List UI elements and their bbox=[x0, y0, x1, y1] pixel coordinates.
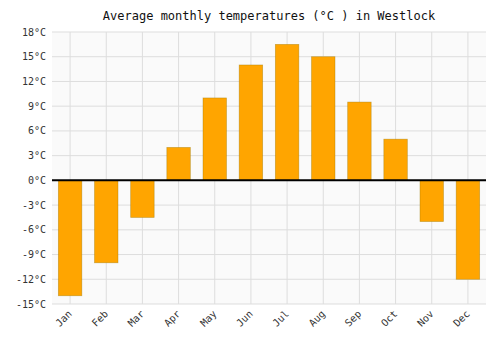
bar bbox=[94, 180, 118, 262]
plot-area bbox=[52, 32, 486, 304]
chart: -15°C -12°C -9°C -6°C -3°C 0°C 3°C 6°C 9°C 12°C 15… bbox=[0, 0, 500, 350]
x-tick-label: Oct bbox=[379, 308, 400, 329]
y-tick-label: 3°C bbox=[28, 150, 46, 161]
y-tick-label: 6°C bbox=[28, 125, 46, 136]
x-tick-label: Jan bbox=[53, 308, 74, 329]
bar bbox=[348, 102, 372, 180]
title: Average monthly temperatures (°C ) in We… bbox=[103, 9, 436, 23]
x-tick-label: May bbox=[198, 308, 219, 329]
x-tick-label: Feb bbox=[90, 308, 111, 329]
y-grid-line bbox=[52, 155, 486, 156]
bar bbox=[239, 65, 263, 180]
x-tick-label: Nov bbox=[415, 308, 436, 329]
y-grid-line bbox=[52, 180, 486, 181]
y-grid-line bbox=[52, 279, 486, 280]
x-tick-label: Apr bbox=[162, 308, 183, 329]
bar bbox=[131, 180, 155, 217]
y-tick-label: 18°C bbox=[22, 27, 46, 38]
y-grid-line bbox=[52, 106, 486, 107]
bar bbox=[420, 180, 444, 221]
grid bbox=[52, 32, 486, 304]
x-grid-line bbox=[142, 32, 143, 304]
bar bbox=[384, 139, 408, 180]
x-tick-label: Jun bbox=[234, 308, 255, 329]
x-grid-line bbox=[106, 32, 107, 304]
y-tick-label: 9°C bbox=[28, 101, 46, 112]
x-tick-label: Jul bbox=[270, 308, 291, 329]
bar bbox=[311, 57, 335, 181]
zero-line bbox=[52, 179, 486, 181]
y-tick-label: -12°C bbox=[16, 274, 46, 285]
y-tick-label: -15°C bbox=[16, 299, 46, 310]
x-tick-label: Aug bbox=[307, 308, 328, 329]
bar bbox=[456, 180, 480, 279]
x-grid-line bbox=[431, 32, 432, 304]
bar bbox=[58, 180, 82, 295]
x-tick-label: Sep bbox=[343, 308, 364, 329]
y-grid-line bbox=[52, 304, 486, 305]
y-tick-label: 15°C bbox=[22, 51, 46, 62]
y-grid-line bbox=[52, 81, 486, 82]
y-tick-label: -9°C bbox=[22, 249, 46, 260]
y-grid-line bbox=[52, 130, 486, 131]
bars bbox=[58, 44, 479, 295]
x-tick-label: Mar bbox=[126, 308, 147, 329]
y-tick-label: -6°C bbox=[22, 224, 46, 235]
y-tick-label: 0°C bbox=[28, 175, 46, 186]
axes: -15°C -12°C -9°C -6°C -3°C 0°C 3°C 6°C 9°C 12°C 15… bbox=[16, 27, 472, 329]
y-tick-label: -3°C bbox=[22, 200, 46, 211]
bar bbox=[203, 98, 227, 180]
x-tick-label: Dec bbox=[451, 308, 472, 329]
bar bbox=[167, 147, 191, 180]
y-grid-line bbox=[52, 56, 486, 57]
bar bbox=[275, 44, 299, 180]
y-grid-line bbox=[52, 32, 486, 33]
y-tick-label: 12°C bbox=[22, 76, 46, 87]
chart-container: -15°C -12°C -9°C -6°C -3°C 0°C 3°C 6°C 9°C 12°C 15… bbox=[0, 0, 500, 350]
